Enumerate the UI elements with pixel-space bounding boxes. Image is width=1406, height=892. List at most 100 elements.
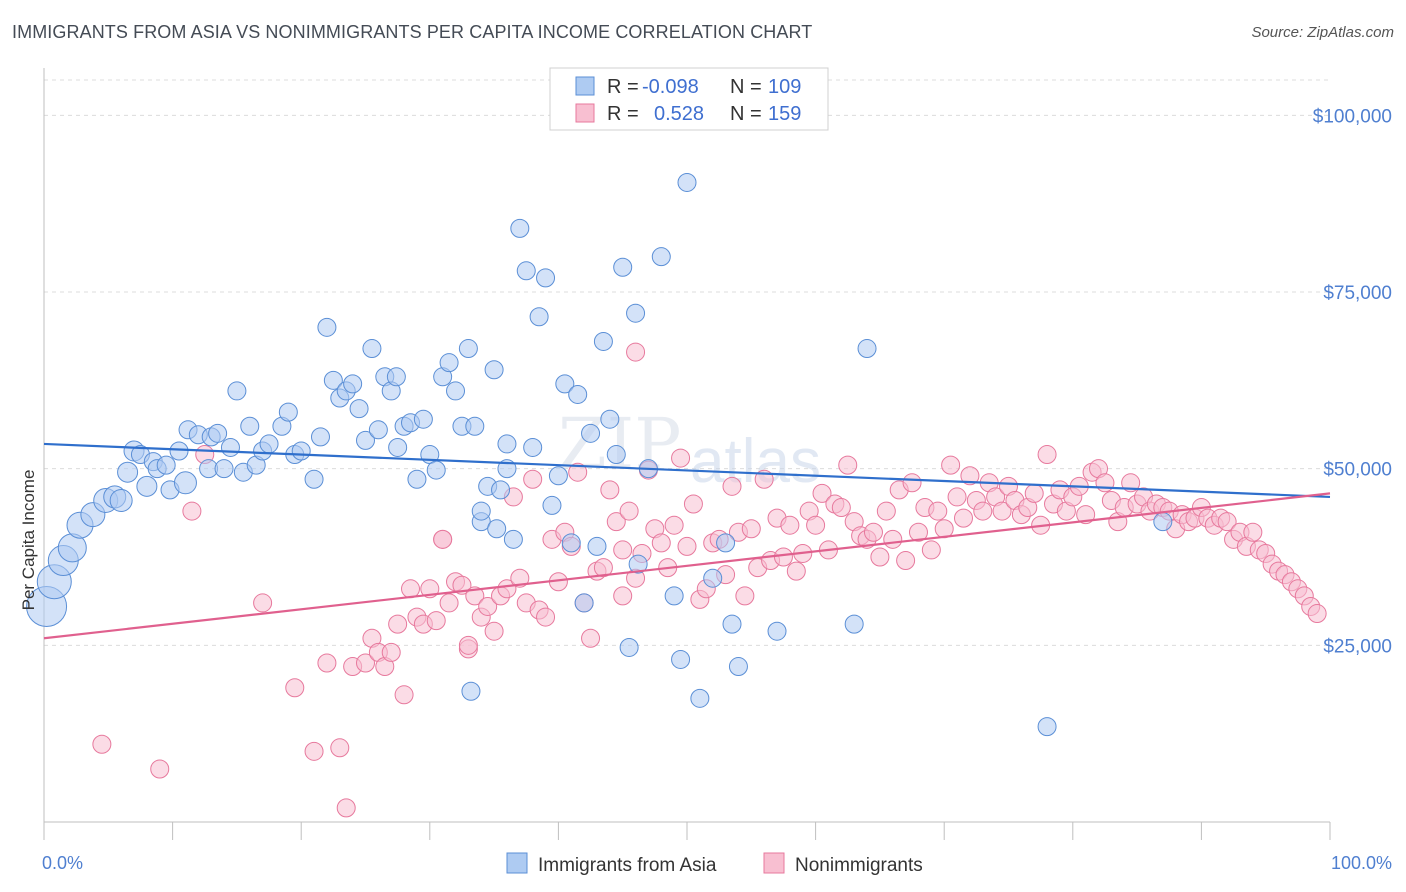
nonimmigrant-point (863, 522, 883, 542)
immigrant-point (343, 374, 363, 394)
nonimmigrant-point (1076, 505, 1096, 525)
nonimmigrant-point (773, 547, 793, 567)
nonimmigrant-point (722, 476, 742, 496)
immigrant-point (516, 261, 536, 281)
watermark-atlas: atlas (690, 427, 821, 496)
immigrant-point (208, 423, 228, 443)
legend-box (549, 67, 829, 131)
immigrant-point (536, 268, 556, 288)
immigrant-point (388, 437, 408, 457)
grid-lines (44, 79, 1330, 646)
nonimmigrant-point (664, 515, 684, 535)
immigrant-point (497, 434, 517, 454)
nonimmigrant-point (465, 586, 485, 606)
immigrant-point (600, 409, 620, 429)
immigrant-point (173, 471, 197, 495)
nonimmigrant-point (896, 551, 916, 571)
immigrant-point (568, 384, 588, 404)
immigrant-point (857, 339, 877, 359)
nonimmigrant-point (1037, 445, 1057, 465)
nonimmigrant-point (831, 498, 851, 518)
immigrant-point (503, 529, 523, 549)
nonimmigrant-point (285, 678, 305, 698)
immigrant-point (169, 441, 189, 461)
nonimmigrant-point (1217, 512, 1237, 532)
immigrant-point (626, 303, 646, 323)
immigrant-point (259, 434, 279, 454)
nonimmigrant-point (253, 593, 273, 613)
immigrant-point (278, 402, 298, 422)
immigrant-point (136, 475, 158, 497)
immigrant-point (542, 495, 562, 515)
immigrant-point (728, 657, 748, 677)
immigrant-point (548, 466, 568, 486)
nonimmigrant-point (780, 515, 800, 535)
nonimmigrant-point (934, 519, 954, 539)
immigrant-point (117, 461, 139, 483)
nonimmigrant-point (182, 501, 202, 521)
immigrant-point (317, 317, 337, 337)
legend-label-nonimmigrants: Nonimmigrants (795, 855, 923, 876)
nonimmigrant-point (947, 487, 967, 507)
immigrant-point (555, 374, 575, 394)
immigrant-point (1153, 512, 1173, 532)
immigrant-point (386, 367, 406, 387)
nonimmigrant-point (478, 596, 498, 616)
immigrant-point (413, 409, 433, 429)
nonimmigrant-point (883, 529, 903, 549)
immigrant-point (1037, 717, 1057, 737)
immigrant-point (561, 533, 581, 553)
nonimmigrant-point (741, 519, 761, 539)
nonimmigrant-point (953, 508, 973, 528)
immigrant-point (156, 455, 176, 475)
nonimmigrant-point (426, 611, 446, 631)
nonimmigrant-point (92, 734, 112, 754)
legend-n-value-2: 159 (768, 103, 801, 125)
x-tick-label-max: 100.0% (1331, 853, 1392, 873)
nonimmigrant-point (921, 540, 941, 560)
nonimmigrant-point (497, 579, 517, 599)
legend-r-value-1: -0.098 (642, 76, 699, 98)
nonimmigrant-point (336, 798, 356, 818)
immigrant-point (587, 536, 607, 556)
nonimmigrant-point (902, 473, 922, 493)
immigrant-point (471, 501, 491, 521)
nonimmigrant-point (941, 455, 961, 475)
nonimmigrant-point (439, 593, 459, 613)
nonimmigrant-point (806, 515, 826, 535)
immigrant-point (349, 399, 369, 419)
nonimmigrant-point (626, 342, 646, 362)
nonimmigrant-point (394, 685, 414, 705)
immigrant-point (368, 420, 388, 440)
immigrant-point (487, 519, 507, 539)
nonimmigrant-point (812, 483, 832, 503)
nonimmigrant-point (484, 621, 504, 641)
immigrant-point (291, 441, 311, 461)
legend-swatch-nonimmigrants (763, 852, 785, 874)
nonimmigrant-point (613, 586, 633, 606)
y-tick-label: $50,000 (1323, 460, 1392, 481)
nonimmigrant-point (1243, 522, 1263, 542)
legend-r-label-2: R = (607, 103, 639, 125)
immigrant-point (690, 688, 710, 708)
immigrant-point (446, 381, 466, 401)
immigrant-point (671, 649, 691, 669)
immigrant-point (619, 637, 639, 657)
legend-swatch-blue (575, 76, 595, 96)
nonimmigrant-point (613, 540, 633, 560)
trend-lines (43, 442, 1331, 640)
x-tick-labels: 0.0% 100.0% (42, 853, 1392, 873)
nonimmigrant-point (992, 501, 1012, 521)
nonimmigrant-point (523, 469, 543, 489)
y-tick-labels: $25,000 $50,000 $75,000 $100,000 (1313, 106, 1392, 657)
nonimmigrant-point (619, 501, 639, 521)
nonimmigrant-point (433, 529, 453, 549)
immigrant-point (664, 586, 684, 606)
nonimmigrant-point (388, 614, 408, 634)
immigrant-point (227, 381, 247, 401)
legend-r-label-1: R = (607, 76, 639, 98)
immigrant-point (362, 339, 382, 359)
immigrant-point (304, 469, 324, 489)
immigrant-point (529, 307, 549, 327)
